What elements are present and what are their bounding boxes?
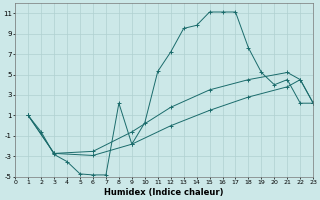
X-axis label: Humidex (Indice chaleur): Humidex (Indice chaleur) [105, 188, 224, 197]
